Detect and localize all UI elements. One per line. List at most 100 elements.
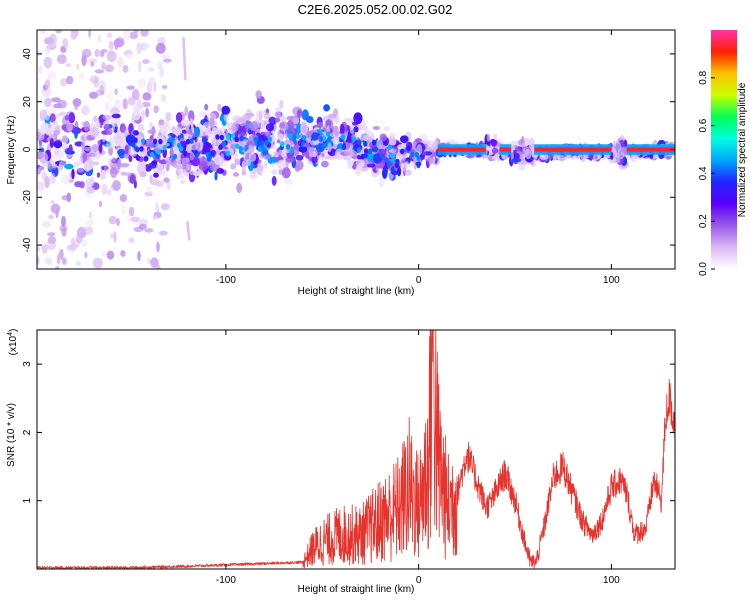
spectrogram-peak — [244, 144, 249, 151]
spectrogram-cell — [594, 155, 598, 160]
spectrogram-cell — [92, 161, 100, 166]
spectrogram-cell — [149, 135, 154, 141]
spectrogram-cell — [71, 168, 75, 180]
spectrogram-cell — [70, 32, 78, 40]
spectrogram-cell — [61, 215, 66, 227]
x-tick-label: 100 — [603, 275, 620, 286]
spectrogram-cell — [66, 75, 74, 85]
spectrogram-cell — [292, 116, 300, 125]
spectrogram-cell — [96, 172, 101, 178]
spectrogram-cell — [165, 156, 172, 164]
spectrogram-peak — [239, 135, 244, 142]
spectrogram-cell — [156, 264, 161, 269]
spectrogram-cell — [305, 137, 311, 144]
spectrogram-cell — [285, 157, 296, 163]
y-tick-label: -40 — [22, 237, 33, 252]
spectrogram-cell — [528, 138, 535, 150]
spectrogram-peak — [133, 137, 138, 143]
spectrogram-peak — [135, 146, 140, 153]
spectrogram-cell — [139, 170, 147, 178]
spectrogram-cell — [64, 115, 70, 121]
spectrogram-cell — [163, 171, 169, 178]
spectrogram-cell — [382, 167, 388, 179]
spectrogram-peak — [318, 128, 323, 135]
spectrogram-peak — [150, 151, 155, 158]
spectrogram-peak — [135, 155, 141, 161]
spectrogram-cell — [267, 157, 277, 165]
spectrogram-cell — [107, 90, 114, 102]
spectrogram-cell — [161, 94, 167, 103]
spectrogram-cell — [114, 88, 118, 96]
spectrogram-cell — [491, 139, 497, 147]
spectrogram-cell — [110, 138, 120, 147]
spectrogram-cell — [352, 153, 358, 160]
spectrogram-cell — [245, 109, 253, 121]
spectrogram-peak — [295, 133, 301, 139]
spectrogram-cell — [397, 166, 402, 177]
spectrogram-cell — [37, 50, 41, 56]
spectrogram-cell — [137, 251, 141, 262]
spectrogram-peak — [367, 148, 373, 155]
spectrogram-cell — [140, 30, 149, 37]
spectrogram-cell — [37, 151, 44, 160]
spectrogram-cell — [148, 67, 155, 72]
spectrogram-peak — [285, 144, 291, 150]
spectrogram-cell — [255, 110, 260, 123]
spectrogram-cell — [141, 110, 145, 122]
spectrogram-cell — [44, 79, 51, 89]
spectrogram-cell — [158, 119, 165, 126]
spectrogram-cell — [202, 141, 211, 154]
spectrogram-cell — [362, 135, 373, 142]
spectrogram-cell — [98, 200, 103, 208]
spectrogram-cell — [383, 126, 390, 131]
spectrogram-cell — [313, 151, 317, 158]
spectrogram-cell — [66, 244, 75, 250]
spectrogram-cell — [137, 123, 142, 129]
spectrogram-cell — [204, 103, 209, 111]
spectrogram-cell — [175, 112, 183, 123]
spectrogram-cell — [189, 151, 195, 161]
spectrogram-cell — [353, 112, 363, 125]
spectrogram-peak — [372, 139, 377, 146]
spectrogram-cell — [161, 85, 168, 89]
spectrogram-cell — [623, 139, 628, 148]
spectrogram-cell — [74, 128, 78, 139]
colorbar: 0.0 0.2 0.4 0.6 0.8 Normalized spectral ampl… — [698, 30, 748, 276]
spectrogram-cell — [400, 135, 409, 144]
spectrogram-cell — [198, 160, 208, 171]
spectrogram-cell — [37, 256, 40, 266]
spectrogram-y-axis-label: Frequency (Hz) — [6, 116, 17, 185]
spectrogram-cell — [397, 144, 407, 150]
spectrogram-cell — [411, 161, 415, 168]
y-tick-label: 2 — [22, 429, 33, 435]
spectrogram-cell — [278, 133, 284, 141]
spectrogram-cell — [263, 161, 268, 169]
x-tick-label: 0 — [416, 275, 422, 286]
spectrogram-cell — [149, 121, 153, 129]
spectrogram-cell — [95, 150, 101, 160]
spectrogram-peak — [363, 141, 368, 147]
spectrogram-cell — [277, 139, 281, 144]
spectrogram-cell — [278, 168, 283, 175]
spectrogram-cell — [89, 91, 98, 99]
spectrogram-cell — [243, 151, 252, 162]
spectrogram-cell — [90, 61, 94, 67]
spectrogram-peak — [322, 142, 327, 149]
spectrogram-cell — [49, 113, 56, 123]
spectrogram-cell — [283, 139, 294, 146]
spectrogram-cell — [117, 148, 126, 156]
spectrogram-cell — [110, 167, 120, 175]
spectrogram-cell — [100, 50, 105, 58]
spectrogram-cell — [327, 142, 332, 153]
spectrogram-peak — [140, 138, 146, 145]
colorbar-gradient — [711, 30, 737, 269]
spectrogram-cell — [147, 257, 151, 265]
spectrogram-peak — [264, 139, 269, 146]
spectrogram-cell — [343, 117, 354, 124]
spectrogram-cell — [433, 140, 437, 153]
spectrogram-cell — [107, 32, 113, 39]
spectrogram-cell — [230, 163, 237, 170]
spectrogram-peak — [395, 158, 400, 165]
spectrogram-cell — [111, 113, 121, 119]
spectrogram-cell — [486, 133, 491, 142]
